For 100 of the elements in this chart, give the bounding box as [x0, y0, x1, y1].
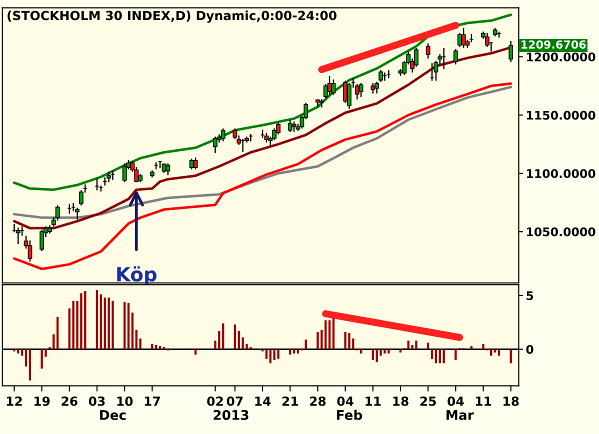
bar: [316, 332, 319, 350]
bar: [434, 349, 438, 364]
x-tick-label: 19: [34, 396, 50, 406]
bar: [407, 340, 410, 350]
x-tick-label: 07: [226, 396, 243, 406]
x-tick-label: 10: [117, 396, 133, 406]
bar: [348, 333, 350, 350]
bar: [68, 308, 70, 350]
bar: [415, 340, 418, 350]
bar: [277, 349, 280, 359]
bar: [320, 330, 323, 350]
bar: [238, 330, 240, 350]
bar: [372, 349, 374, 360]
candlestick: [508, 41, 514, 62]
bar: [324, 320, 327, 350]
bar: [454, 349, 457, 360]
candlestick: [106, 172, 112, 182]
x-tick-label: 12: [6, 396, 22, 406]
bar: [510, 349, 512, 364]
bar: [292, 349, 296, 354]
y-tick-label: 1100.0000: [527, 169, 596, 178]
bar: [135, 330, 138, 350]
bar: [127, 302, 130, 350]
bar: [24, 349, 28, 366]
candlestick: [347, 82, 352, 109]
bar: [498, 349, 500, 356]
bar: [344, 332, 346, 350]
bar: [222, 323, 224, 350]
y-tick-label: 5: [526, 291, 534, 300]
candlestick: [213, 136, 218, 154]
bar: [21, 349, 24, 356]
y-tick-label: 1050.0000: [527, 227, 596, 236]
candlestick: [374, 82, 380, 94]
x-tick-label: 25: [420, 396, 436, 406]
bar: [108, 298, 110, 350]
candlestick: [327, 76, 332, 95]
candlestick: [193, 158, 198, 170]
bar: [384, 349, 386, 354]
bar: [490, 349, 492, 356]
text: 2013: [214, 410, 248, 420]
bar: [52, 334, 55, 350]
candlestick: [40, 230, 44, 251]
candlestick: [457, 32, 462, 47]
bar: [28, 349, 32, 380]
bar: [104, 298, 106, 350]
bar: [151, 344, 154, 350]
x-tick-label: 18: [393, 396, 408, 406]
annotation: Köp: [117, 266, 157, 286]
bar: [388, 349, 390, 354]
candlestick: [426, 43, 430, 59]
candlestick: [453, 49, 458, 64]
x-tick-label: 11: [366, 396, 381, 406]
candlestick: [319, 99, 324, 108]
x-tick-label: 26: [62, 396, 78, 406]
bar: [124, 302, 126, 350]
bar: [234, 324, 236, 350]
text: Dec: [100, 410, 126, 420]
bar: [40, 349, 43, 369]
x-tick-label: 04: [448, 396, 464, 406]
bar: [84, 291, 86, 350]
bar: [139, 338, 142, 350]
candlestick: [288, 120, 292, 132]
bar: [131, 312, 134, 350]
text: 1209.6706: [522, 40, 586, 49]
text: Feb: [337, 410, 362, 420]
candlestick: [292, 121, 296, 132]
x-tick-label: 11: [476, 396, 492, 406]
y-tick-label: 1150.0000: [527, 110, 596, 120]
bar: [80, 293, 82, 350]
candlestick: [370, 82, 376, 94]
candlestick: [378, 70, 383, 82]
x-tick-label: 17: [144, 396, 160, 406]
x-tick-label: 18: [504, 396, 519, 406]
x-tick-label: 03: [88, 396, 105, 406]
bar: [289, 349, 292, 355]
x-tick-label: 14: [255, 396, 271, 406]
x-tick-label: 21: [282, 396, 298, 406]
text: Mar: [446, 410, 474, 420]
bar: [96, 290, 98, 350]
bar: [304, 340, 307, 350]
candlestick: [331, 79, 336, 95]
candlestick: [122, 163, 127, 182]
y-tick-label: 0: [526, 344, 534, 354]
bar: [482, 344, 484, 350]
bar: [442, 349, 445, 364]
bar: [438, 349, 441, 364]
bar: [112, 300, 114, 350]
bar: [17, 349, 20, 354]
bar: [265, 349, 268, 359]
bar: [494, 349, 496, 352]
bar: [430, 349, 434, 359]
bar: [194, 349, 197, 355]
bar: [100, 294, 102, 350]
bar: [273, 349, 276, 360]
candlestick: [461, 28, 466, 48]
chart-title: (STOCKHOLM 30 INDEX,D) Dynamic,0:00-24:00: [8, 10, 336, 23]
bar: [376, 349, 378, 362]
candlestick: [166, 163, 170, 176]
candlestick: [16, 228, 20, 244]
bar: [72, 300, 74, 350]
